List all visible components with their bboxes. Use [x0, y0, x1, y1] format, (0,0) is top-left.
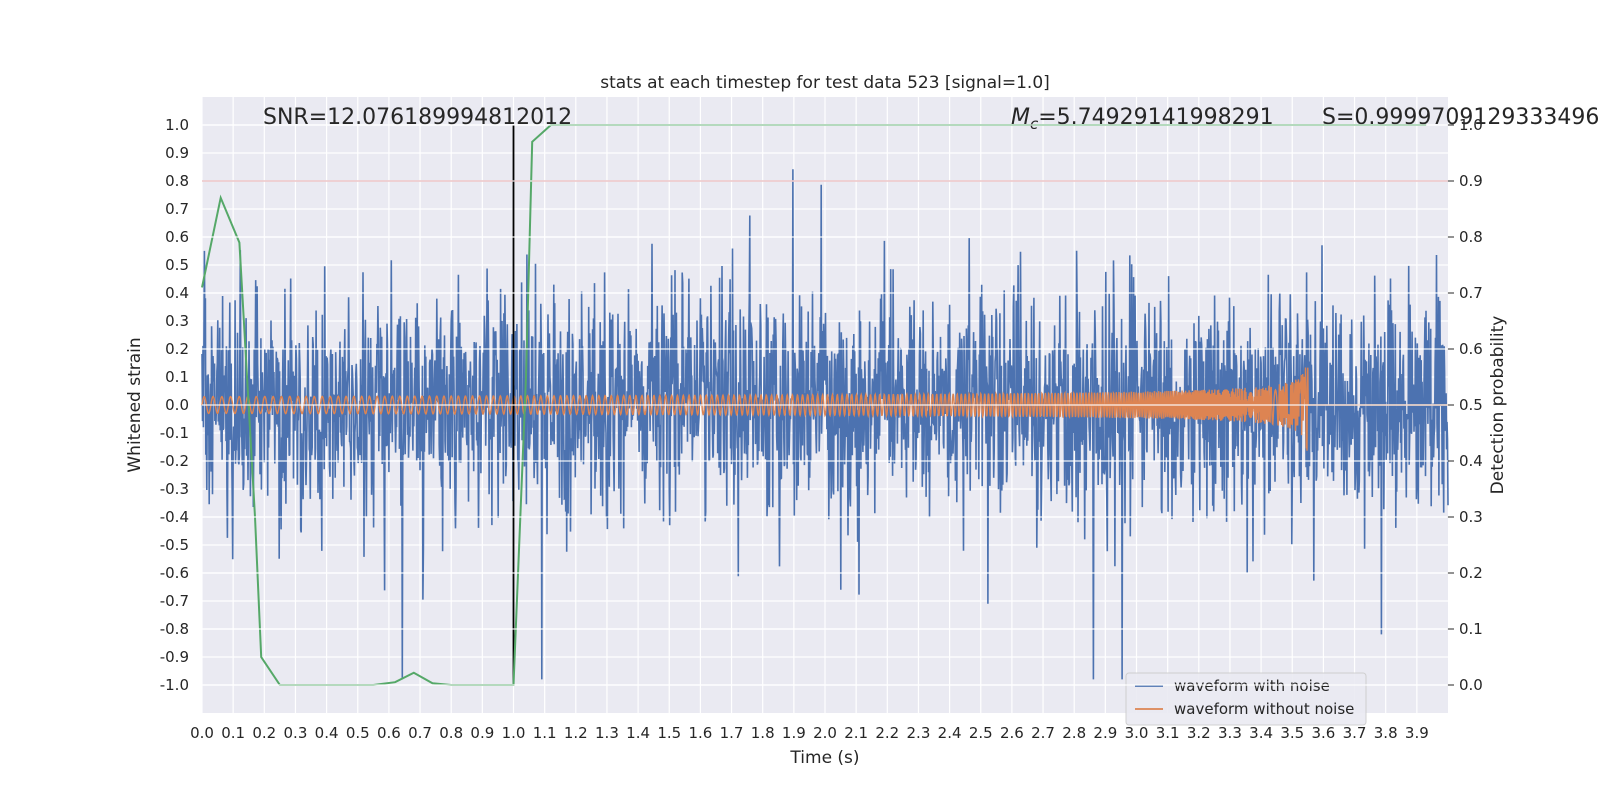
x-tick-label: 3.6 [1311, 724, 1335, 742]
series-waveform-without-noise [201, 367, 1448, 451]
chirp-mass-annotation: Mc=5.74929141998291 [1011, 105, 1274, 133]
y-tick-label-left: -0.5 [160, 536, 189, 554]
y-tick-label-left: -0.6 [160, 564, 189, 582]
y-tick-label-right: 0.7 [1459, 284, 1483, 302]
x-tick-label: 3.0 [1125, 724, 1149, 742]
x-tick-label: 1.1 [533, 724, 557, 742]
y-tick-label-right: 0.0 [1459, 676, 1483, 694]
x-tick-label: 3.2 [1187, 724, 1211, 742]
y-tick-label-right: 0.5 [1459, 396, 1483, 414]
x-tick-label: 2.6 [1000, 724, 1024, 742]
x-tick-label: 1.7 [720, 724, 744, 742]
y-tick-label-left: -0.2 [160, 452, 189, 470]
x-tick-label: 0.4 [315, 724, 339, 742]
y-tick-label-right: 0.4 [1459, 452, 1483, 470]
x-tick-label: 2.3 [907, 724, 931, 742]
x-tick-label: 1.4 [626, 724, 650, 742]
x-tick-label: 2.2 [875, 724, 899, 742]
y-tick-label-left: 0.4 [165, 284, 189, 302]
y-tick-label-left: -0.1 [160, 424, 189, 442]
x-tick-label: 2.8 [1062, 724, 1086, 742]
y-axis-label-right: Detection probability [1488, 316, 1508, 495]
x-tick-label: 1.2 [564, 724, 588, 742]
y-tick-label-right: 0.8 [1459, 228, 1483, 246]
y-tick-label-left: 0.8 [165, 172, 189, 190]
x-tick-label: 0.7 [408, 724, 432, 742]
x-tick-label: 0.1 [221, 724, 245, 742]
x-tick-label: 3.9 [1405, 724, 1429, 742]
y-tick-label-right: 0.6 [1459, 340, 1483, 358]
x-tick-label: 1.3 [595, 724, 619, 742]
chirp-mass-subscript: c [1030, 115, 1039, 133]
x-tick-label: 3.8 [1374, 724, 1398, 742]
x-tick-label: 0.9 [470, 724, 494, 742]
x-tick-label: 3.1 [1156, 724, 1180, 742]
series-lines [201, 169, 1449, 680]
y-tick-label-left: 1.0 [165, 116, 189, 134]
x-tick-label: 1.0 [502, 724, 526, 742]
y-tick-label-right: 1.0 [1459, 116, 1483, 134]
y-tick-label-right: 0.2 [1459, 564, 1483, 582]
x-tick-label: 2.4 [938, 724, 962, 742]
y-tick-label-right: 0.9 [1459, 172, 1483, 190]
x-tick-label: 1.6 [688, 724, 712, 742]
x-tick-label: 0.5 [346, 724, 370, 742]
legend: waveform with noise waveform without noi… [1125, 672, 1367, 726]
x-tick-label: 2.5 [969, 724, 993, 742]
y-tick-label-left: -0.9 [160, 648, 189, 666]
y-tick-label-right: 0.1 [1459, 620, 1483, 638]
x-tick-label: 2.9 [1093, 724, 1117, 742]
x-tick-label: 1.9 [782, 724, 806, 742]
y-tick-label-left: 0.3 [165, 312, 189, 330]
x-tick-label: 0.0 [190, 724, 214, 742]
y-tick-label-left: -0.7 [160, 592, 189, 610]
y-tick-label-left: 0.9 [165, 144, 189, 162]
y-tick-label-left: -0.3 [160, 480, 189, 498]
x-tick-label: 0.8 [439, 724, 463, 742]
legend-label-noise: waveform with noise [1174, 677, 1330, 695]
x-tick-label: 3.5 [1280, 724, 1304, 742]
x-tick-label: 2.1 [844, 724, 868, 742]
y-tick-label-left: 0.6 [165, 228, 189, 246]
x-tick-label: 0.3 [284, 724, 308, 742]
x-tick-label: 1.8 [751, 724, 775, 742]
legend-box [1125, 672, 1367, 726]
x-tick-label: 2.0 [813, 724, 837, 742]
x-tick-label: 2.7 [1031, 724, 1055, 742]
y-tick-label-left: -1.0 [160, 676, 189, 694]
chart-title: stats at each timestep for test data 523… [600, 73, 1050, 93]
x-tick-label: 0.2 [252, 724, 276, 742]
y-axis-label-left: Whitened strain [125, 337, 145, 472]
legend-label-clean: waveform without noise [1174, 700, 1354, 718]
y-tick-label-left: -0.4 [160, 508, 189, 526]
y-tick-label-left: 0.2 [165, 340, 189, 358]
x-tick-label: 1.5 [657, 724, 681, 742]
x-tick-label: 0.6 [377, 724, 401, 742]
y-tick-label-left: 0.0 [165, 396, 189, 414]
x-tick-label: 3.4 [1249, 724, 1273, 742]
y-tick-label-left: 0.7 [165, 200, 189, 218]
x-axis-label: Time (s) [789, 748, 859, 768]
y-tick-label-left: -0.8 [160, 620, 189, 638]
snr-annotation: SNR=12.076189994812012 [263, 105, 572, 130]
chirp-mass-value: =5.74929141998291 [1038, 105, 1273, 130]
score-annotation: S=0.9999709129333496 [1322, 105, 1599, 130]
y-tick-label-left: 0.1 [165, 368, 189, 386]
x-tick-label: 3.7 [1343, 724, 1367, 742]
chirp-mass-symbol: M [1011, 105, 1030, 130]
axis-ticks: 0.0 0.1 0.2 0.3 0.4 0.5 0.6 0.7 0.8 0.9 1.0 1.1 1.2 1… [160, 116, 1483, 742]
x-tick-label: 3.3 [1218, 724, 1242, 742]
y-tick-label-right: 0.3 [1459, 508, 1483, 526]
y-tick-label-left: 0.5 [165, 256, 189, 274]
